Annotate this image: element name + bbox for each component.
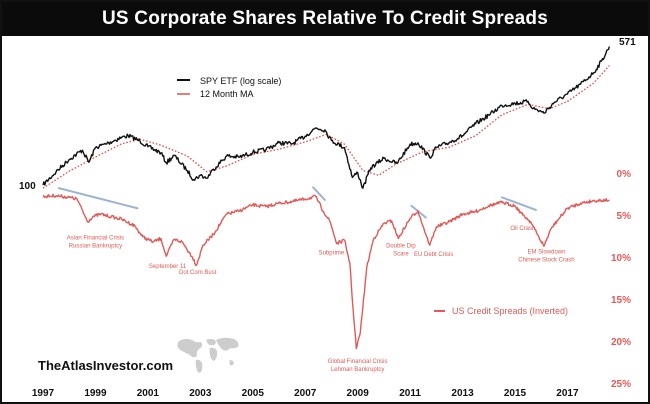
x-axis-tick-label: 2009 xyxy=(347,388,370,399)
chart-title: US Corporate Shares Relative To Credit S… xyxy=(102,8,548,29)
annotation-label: EU Debt Crisis xyxy=(414,252,453,258)
trend-line-2 xyxy=(312,186,326,201)
spy-end-label: 571 xyxy=(619,37,636,48)
right-axis-tick-label: 0% xyxy=(617,169,632,180)
spy-start-label: 100 xyxy=(19,181,36,192)
right-axis-tick-label: 20% xyxy=(611,337,631,348)
legend-label-credit: US Credit Spreads (Inverted) xyxy=(452,306,568,316)
x-axis-tick-label: 2013 xyxy=(451,388,474,399)
x-axis-tick-label: 2011 xyxy=(399,388,421,399)
x-axis-tick-label: 2003 xyxy=(189,388,212,399)
world-map-icon xyxy=(177,337,239,373)
x-axis-tick-label: 2015 xyxy=(504,388,527,399)
annotation-label: Oil Crash xyxy=(510,226,535,232)
trend-line-1 xyxy=(57,187,139,210)
annotation-label: Asian Financial Crisis xyxy=(67,235,124,241)
annotation-label: Chinese Stock Crash xyxy=(518,258,574,264)
right-axis-tick-label: 25% xyxy=(611,379,631,390)
right-axis-tick-label: 10% xyxy=(611,253,631,264)
annotation-label: Scare xyxy=(393,252,409,258)
credit-spread-line xyxy=(42,193,610,350)
x-axis-tick-label: 2007 xyxy=(294,388,317,399)
legend-label-ma: 12 Month MA xyxy=(200,89,254,99)
annotation-label: Lehman Bankruptcy xyxy=(331,367,384,373)
right-axis-tick-label: 15% xyxy=(611,295,631,306)
annotation-label: September 11 xyxy=(149,264,187,270)
x-axis-tick-label: 2005 xyxy=(242,388,265,399)
trend-line-4 xyxy=(500,196,537,211)
annotation-label: Russian Bankruptcy xyxy=(69,243,122,249)
x-axis-tick-label: 1997 xyxy=(32,388,55,399)
annotation-label: Double Dip xyxy=(386,244,416,250)
annotation-label: EM Slowdown xyxy=(527,250,565,256)
brand-logo: TheAtlasInvestor.com xyxy=(38,358,174,373)
title-bar: US Corporate Shares Relative To Credit S… xyxy=(2,2,648,36)
right-axis-tick-label: 5% xyxy=(617,211,632,222)
annotation-label: Subprime xyxy=(319,250,345,256)
annotation-label: Dot Com Bust xyxy=(179,270,217,276)
x-axis-tick-label: 1999 xyxy=(84,388,107,399)
spy-line xyxy=(42,46,611,189)
ma-line xyxy=(42,65,610,189)
legend-label-spy: SPY ETF (log scale) xyxy=(200,76,281,86)
annotation-label: Global Financial Crisis xyxy=(328,359,388,365)
x-axis-tick-label: 2001 xyxy=(137,388,160,399)
x-axis-tick-label: 2017 xyxy=(556,388,579,399)
